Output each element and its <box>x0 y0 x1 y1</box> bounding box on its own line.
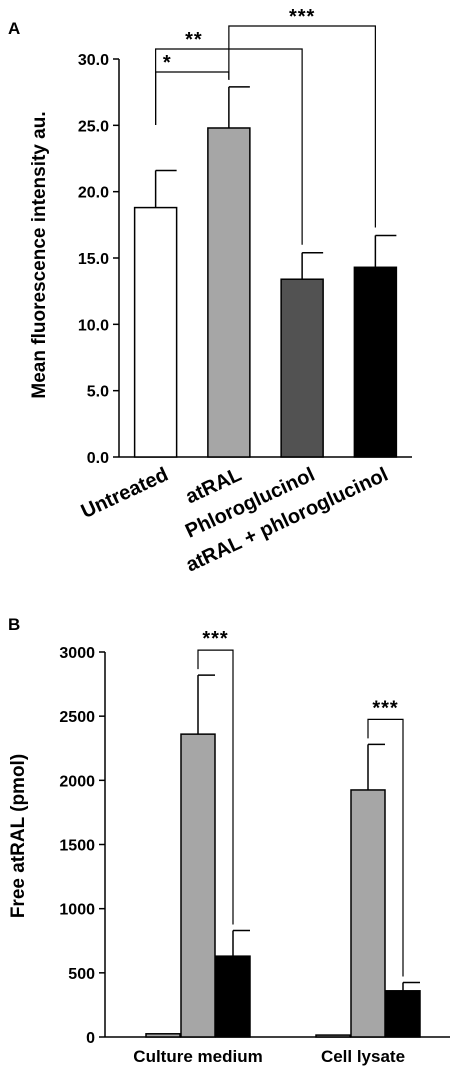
panel-b-bars <box>145 733 421 1038</box>
panel-b-y-axis-label: Free atRAL (pmol) <box>8 754 29 918</box>
panel-b-bar <box>385 990 421 1038</box>
panel-b: B Free atRAL (pmol) 0 500 1000 1500 2000 2500… <box>8 615 450 1066</box>
panel-a-y-tick-label: 15.0 <box>78 251 109 268</box>
panel-b-y-tick-label: 0 <box>86 1030 95 1047</box>
panel-a-significance-bracket <box>155 71 230 125</box>
panel-b-category-label: Culture medium <box>133 1047 262 1066</box>
panel-b-y-tick-label: 500 <box>68 966 95 983</box>
panel-a-significance-brackets: ****** <box>155 6 376 245</box>
panel-a-y-tick-label: 10.0 <box>78 317 109 334</box>
panel-a-significance-label: ** <box>185 29 203 51</box>
panel-a-bar <box>280 278 324 458</box>
panel-a-bar <box>133 206 178 458</box>
panel-b-error-bars <box>197 674 420 991</box>
panel-b-y-tick-label: 1000 <box>59 902 95 919</box>
panel-a: A Mean fluorescence intensity au. 0.0 5.0… <box>8 6 412 577</box>
panel-b-y-tick-label: 2000 <box>59 773 95 790</box>
panel-a-bar <box>353 266 398 458</box>
panel-b-significance-label: *** <box>372 697 398 719</box>
panel-b-label: B <box>8 615 20 634</box>
panel-a-y-tick-label: 20.0 <box>78 185 109 202</box>
panel-a-y-tick-label: 5.0 <box>87 384 109 401</box>
panel-a-significance-label: *** <box>289 6 315 28</box>
panel-b-category-labels: Culture medium Cell lysate <box>133 1047 405 1066</box>
panel-b-y-tick-label: 3000 <box>59 645 95 662</box>
panel-a-y-tick-label: 0.0 <box>87 450 109 467</box>
panel-a-y-tick-label: 25.0 <box>78 118 109 135</box>
panel-b-category-label: Cell lysate <box>321 1047 405 1066</box>
panel-b-significance-brackets: *** *** <box>197 628 404 977</box>
panel-a-significance-label: * <box>163 52 172 74</box>
panel-b-bar <box>350 789 386 1038</box>
panel-b-significance-bracket <box>367 718 404 977</box>
panel-b-y-tick-label: 2500 <box>59 709 95 726</box>
panel-a-y-tick-label: 30.0 <box>78 52 109 69</box>
panel-a-bars <box>133 127 398 458</box>
panel-b-bar <box>145 1033 181 1038</box>
panel-b-significance-label: *** <box>202 628 228 650</box>
panel-a-error-bars <box>154 86 397 280</box>
panel-b-significance-bracket <box>197 649 234 925</box>
panel-a-y-axis-label: Mean fluorescence intensity au. <box>29 111 50 398</box>
panel-a-bar <box>207 127 251 458</box>
panel-a-category-label: Untreated <box>78 464 172 523</box>
panel-a-label: A <box>8 19 20 38</box>
panel-b-bar <box>180 733 216 1038</box>
panel-b-y-tick-label: 1500 <box>59 838 95 855</box>
panel-b-bar <box>215 955 251 1038</box>
panel-b-bar <box>315 1034 351 1038</box>
panel-a-significance-bracket <box>228 25 376 228</box>
